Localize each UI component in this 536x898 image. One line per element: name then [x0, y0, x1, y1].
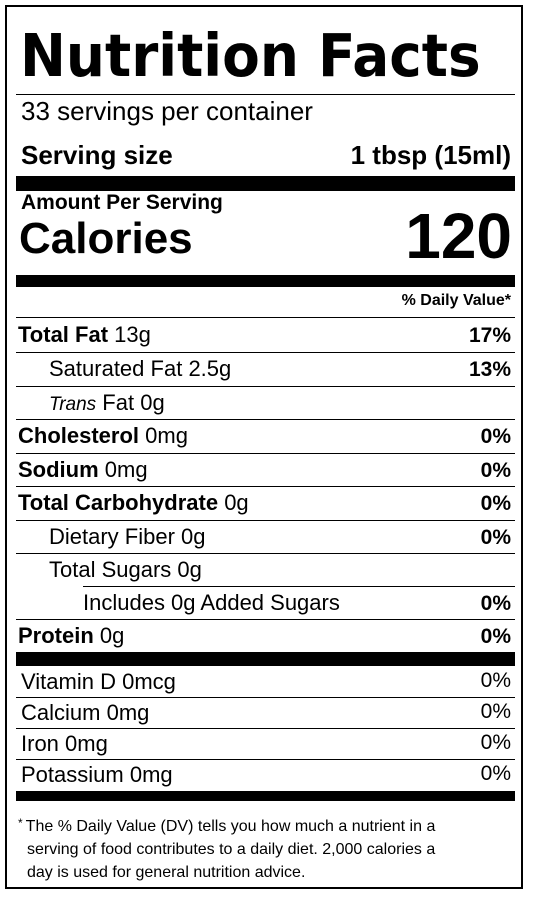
- nutrient-row-protein: Protein 0g 0%: [16, 619, 515, 653]
- vitamin-dv: 0%: [480, 731, 511, 754]
- rule-thick-footnote: [16, 791, 515, 801]
- nutrient-row-total-carbohydrate: Total Carbohydrate 0g 0%: [16, 486, 515, 520]
- nutrition-facts-label: Nutrition Facts 33 servings per containe…: [5, 5, 523, 889]
- row-divider: [16, 419, 515, 420]
- nutrient-dv: 0%: [480, 592, 511, 615]
- nutrient-dv: 17%: [468, 324, 511, 347]
- nutrient-dv: 13%: [468, 358, 511, 381]
- rule-thick-top: [16, 176, 515, 191]
- nutrient-dv: 0%: [480, 459, 511, 482]
- row-divider: [16, 352, 515, 353]
- vitamin-name: Vitamin D 0mcg: [21, 669, 176, 694]
- vitamin-row-iron: Iron 0mg 0%: [16, 728, 515, 759]
- vitamin-row-vitamin-d: Vitamin D 0mcg 0%: [16, 666, 515, 697]
- nutrient-name: Total Carbohydrate 0g: [18, 490, 249, 515]
- label-title: Nutrition Facts: [20, 21, 481, 90]
- footnote: * The % Daily Value (DV) tells you how mu…: [18, 812, 505, 884]
- nutrient-row-added-sugars: Includes 0g Added Sugars 0%: [16, 586, 515, 620]
- row-divider: [16, 759, 515, 760]
- nutrient-dv: 0%: [480, 425, 511, 448]
- rule-thick-protein: [16, 652, 515, 666]
- rule-dv: [16, 317, 515, 318]
- nutrient-name: Cholesterol 0mg: [18, 423, 188, 448]
- servings-per-container: 33 servings per container: [21, 96, 313, 126]
- serving-size-label: Serving size: [21, 140, 173, 170]
- nutrient-name: Total Fat 13g: [18, 322, 151, 347]
- calories-label: Calories: [19, 214, 193, 263]
- vitamin-row-calcium: Calcium 0mg 0%: [16, 697, 515, 728]
- daily-value-header: % Daily Value*: [401, 292, 511, 309]
- nutrient-name: Sodium 0mg: [18, 457, 148, 482]
- nutrient-row-cholesterol: Cholesterol 0mg 0%: [16, 419, 515, 453]
- row-divider: [16, 486, 515, 487]
- nutrient-name: Includes 0g Added Sugars: [83, 590, 340, 615]
- label-inner: Nutrition Facts 33 servings per containe…: [16, 7, 515, 887]
- nutrient-row-total-fat: Total Fat 13g 17%: [16, 318, 515, 352]
- row-divider: [16, 453, 515, 454]
- vitamin-name: Potassium 0mg: [21, 762, 173, 787]
- nutrient-name: Trans Fat 0g: [49, 390, 165, 415]
- nutrient-row-sodium: Sodium 0mg 0%: [16, 453, 515, 487]
- nutrient-name: Dietary Fiber 0g: [49, 524, 206, 549]
- calories-value: 120: [405, 200, 512, 272]
- rule-thick-calories: [16, 275, 515, 287]
- footnote-line-3: day is used for general nutrition advice…: [27, 864, 306, 881]
- row-divider: [16, 520, 515, 521]
- nutrient-row-trans-fat: Trans Fat 0g: [16, 386, 515, 420]
- row-divider: [16, 697, 515, 698]
- footnote-text: The % Daily Value (DV) tells you how muc…: [25, 818, 436, 835]
- row-divider: [16, 619, 515, 620]
- nutrient-row-saturated-fat: Saturated Fat 2.5g 13%: [16, 352, 515, 386]
- row-divider: [16, 386, 515, 387]
- serving-size-value: 1 tbsp (15ml): [350, 140, 511, 170]
- rule-title: [16, 94, 515, 95]
- nutrient-name: Total Sugars 0g: [49, 557, 202, 582]
- row-divider: [16, 553, 515, 554]
- nutrient-dv: 0%: [480, 526, 511, 549]
- vitamin-dv: 0%: [480, 669, 511, 692]
- footnote-line-1: * The % Daily Value (DV) tells you how mu…: [18, 812, 505, 838]
- amount-per-serving: Amount Per Serving: [21, 191, 223, 214]
- nutrient-name: Protein 0g: [18, 623, 125, 648]
- row-divider: [16, 728, 515, 729]
- footnote-line-2: serving of food contributes to a daily d…: [27, 841, 436, 858]
- row-divider: [83, 586, 515, 587]
- vitamin-dv: 0%: [480, 700, 511, 723]
- vitamin-name: Calcium 0mg: [21, 700, 150, 725]
- vitamin-name: Iron 0mg: [21, 731, 108, 756]
- footnote-star: *: [18, 816, 23, 830]
- nutrient-dv: 0%: [480, 625, 511, 648]
- vitamin-row-potassium: Potassium 0mg 0%: [16, 759, 515, 790]
- nutrient-row-dietary-fiber: Dietary Fiber 0g 0%: [16, 520, 515, 554]
- nutrient-name: Saturated Fat 2.5g: [49, 356, 232, 381]
- nutrient-row-total-sugars: Total Sugars 0g: [16, 553, 515, 587]
- nutrient-dv: 0%: [480, 492, 511, 515]
- vitamin-dv: 0%: [480, 762, 511, 785]
